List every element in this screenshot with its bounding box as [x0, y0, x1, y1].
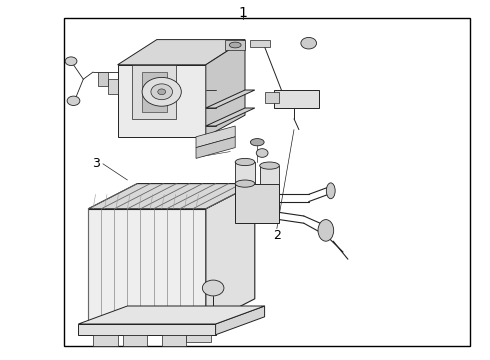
Text: 1: 1: [238, 6, 247, 19]
Polygon shape: [98, 72, 108, 86]
Polygon shape: [108, 79, 118, 94]
Ellipse shape: [326, 183, 335, 199]
Polygon shape: [118, 65, 206, 137]
Polygon shape: [93, 335, 118, 346]
Polygon shape: [186, 335, 211, 342]
Ellipse shape: [256, 149, 268, 157]
Polygon shape: [162, 335, 186, 346]
Polygon shape: [235, 184, 279, 223]
Polygon shape: [78, 306, 265, 324]
Polygon shape: [196, 137, 235, 158]
Text: 3: 3: [92, 157, 99, 170]
Polygon shape: [196, 126, 235, 148]
Polygon shape: [225, 40, 245, 50]
Polygon shape: [132, 65, 176, 119]
Ellipse shape: [301, 37, 317, 49]
Polygon shape: [88, 209, 206, 324]
Ellipse shape: [260, 162, 279, 169]
Ellipse shape: [318, 220, 334, 241]
Text: 2: 2: [273, 229, 281, 242]
Polygon shape: [206, 90, 255, 108]
Ellipse shape: [158, 89, 166, 95]
Polygon shape: [250, 40, 270, 47]
Polygon shape: [260, 166, 279, 184]
Ellipse shape: [235, 158, 255, 166]
Polygon shape: [235, 162, 255, 184]
Polygon shape: [78, 324, 216, 335]
Ellipse shape: [67, 96, 80, 105]
Polygon shape: [274, 90, 318, 108]
Polygon shape: [142, 72, 167, 112]
Ellipse shape: [229, 42, 241, 48]
Ellipse shape: [202, 280, 224, 296]
Polygon shape: [206, 184, 255, 324]
Bar: [64, 18, 470, 346]
Polygon shape: [122, 335, 147, 346]
Ellipse shape: [142, 77, 181, 106]
Polygon shape: [216, 306, 265, 335]
Ellipse shape: [151, 84, 172, 100]
Polygon shape: [206, 40, 245, 137]
Polygon shape: [88, 184, 255, 209]
Polygon shape: [265, 92, 279, 103]
Ellipse shape: [235, 180, 255, 187]
Polygon shape: [206, 108, 255, 126]
Ellipse shape: [250, 139, 264, 146]
Ellipse shape: [65, 57, 77, 66]
Polygon shape: [118, 40, 245, 65]
